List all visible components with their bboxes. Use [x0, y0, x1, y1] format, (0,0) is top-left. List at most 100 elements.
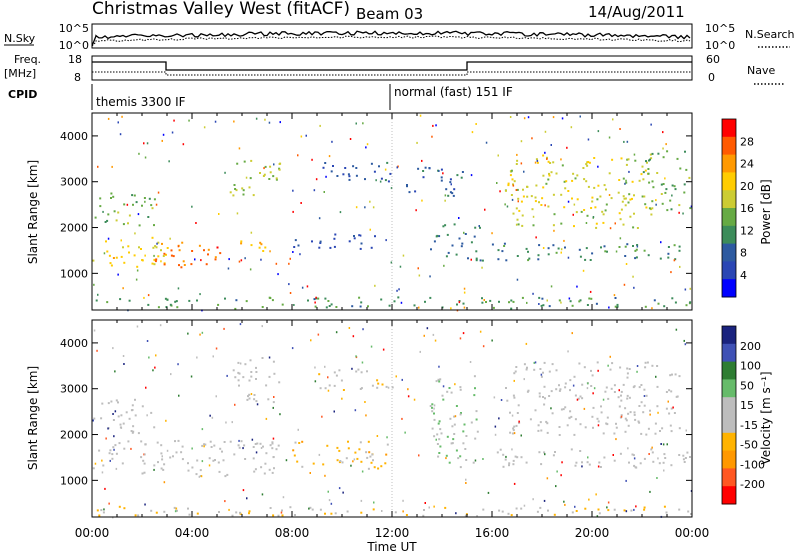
- data-cell-1-8: [623, 509, 626, 512]
- noise-cell: [443, 264, 445, 267]
- data-cell-1-7: [651, 364, 654, 367]
- data-cell-0-12: [119, 298, 122, 301]
- noise-cell: [311, 158, 313, 161]
- y-tick-label: 1000: [60, 474, 88, 487]
- noise-cell: [200, 259, 202, 262]
- data-cell-0-0: [122, 246, 124, 249]
- colorbar-swatch: [722, 225, 736, 245]
- data-cell-0-10: [650, 208, 652, 211]
- noise-cell: [482, 345, 485, 348]
- data-cell-1-7: [512, 429, 515, 432]
- data-cell-0-4: [264, 165, 267, 168]
- noise-cell: [511, 198, 514, 201]
- noise-cell: [115, 467, 118, 470]
- noise-cell: [398, 288, 400, 291]
- data-cell-1-6: [663, 453, 666, 456]
- data-cell-0-12: [217, 303, 220, 306]
- data-cell-0-10: [586, 164, 589, 167]
- data-cell-0-12: [542, 304, 545, 307]
- noise-cell: [165, 419, 167, 422]
- data-cell-1-0: [160, 467, 163, 470]
- data-cell-1-7: [596, 361, 599, 364]
- y-tick-label: 3000: [60, 176, 88, 189]
- noise-cell: [553, 229, 555, 232]
- noise-cell: [263, 167, 265, 170]
- data-cell-1-0: [240, 440, 243, 443]
- data-cell-1-0: [265, 452, 268, 455]
- data-cell-0-8: [430, 248, 432, 251]
- noise-cell: [199, 293, 201, 296]
- data-cell-0-10: [587, 161, 590, 163]
- noise-cell: [663, 469, 665, 472]
- data-cell-0-4: [269, 165, 272, 168]
- data-cell-0-4: [272, 175, 275, 178]
- data-cell-0-10: [629, 215, 632, 218]
- data-cell-1-0: [92, 467, 95, 470]
- data-cell-1-7: [645, 394, 648, 397]
- noise-cell: [583, 407, 586, 410]
- data-cell-0-3: [99, 205, 102, 208]
- data-cell-1-0: [219, 447, 222, 450]
- noise-cell: [500, 399, 503, 401]
- noise-cell: [122, 287, 124, 290]
- noise-cell: [282, 496, 285, 499]
- data-cell-1-6: [662, 461, 665, 464]
- noise-cell: [651, 446, 653, 449]
- data-cell-0-0: [155, 246, 158, 249]
- data-cell-1-0: [109, 449, 112, 452]
- noise-cell: [588, 498, 590, 501]
- noise-cell: [384, 168, 387, 171]
- data-cell-1-5: [431, 427, 434, 430]
- noise-cell: [444, 194, 447, 197]
- noise-cell: [297, 154, 299, 157]
- data-cell-1-3: [367, 467, 370, 470]
- data-cell-0-7: [453, 188, 456, 191]
- data-cell-0-12: [128, 299, 131, 302]
- data-cell-0-0: [141, 259, 144, 262]
- data-cell-0-10: [633, 212, 635, 215]
- data-cell-1-4: [338, 369, 341, 372]
- noise-cell: [542, 247, 545, 249]
- data-cell-1-0: [187, 462, 189, 465]
- data-cell-1-0: [214, 459, 216, 461]
- data-cell-1-2: [272, 360, 275, 363]
- data-cell-1-4: [381, 383, 384, 386]
- noise-cell: [375, 179, 377, 182]
- data-cell-1-4: [360, 387, 363, 390]
- noise-cell: [103, 252, 106, 255]
- data-cell-1-0: [199, 469, 202, 472]
- noise-cell: [97, 165, 99, 168]
- noise-cell: [536, 159, 539, 162]
- data-cell-1-0: [181, 445, 184, 448]
- data-cell-1-6: [599, 466, 602, 468]
- data-cell-0-12: [588, 297, 591, 300]
- data-cell-1-8: [294, 514, 296, 516]
- data-cell-1-3: [356, 457, 359, 460]
- data-cell-1-8: [613, 508, 616, 511]
- data-cell-1-0: [271, 471, 274, 474]
- noise-cell: [690, 205, 693, 208]
- data-cell-0-8: [445, 255, 448, 258]
- data-cell-0-1: [155, 258, 158, 261]
- data-cell-1-2: [268, 375, 271, 378]
- colorbar-swatch: [722, 208, 736, 227]
- data-cell-1-8: [272, 514, 275, 517]
- data-cell-1-8: [330, 512, 333, 515]
- noise-cell: [218, 213, 220, 215]
- data-cell-1-8: [678, 508, 681, 511]
- data-cell-0-10: [573, 225, 575, 228]
- data-cell-0-0: [165, 253, 167, 256]
- noise-cell: [487, 491, 490, 494]
- noise-cell: [201, 331, 204, 334]
- noise-cell: [112, 413, 114, 415]
- data-cell-0-9: [578, 248, 581, 251]
- data-cell-0-12: [614, 305, 617, 308]
- noise-cell: [265, 417, 268, 420]
- noise-cell: [511, 448, 513, 451]
- data-cell-0-12: [330, 303, 333, 306]
- noise-cell: [201, 460, 204, 463]
- data-cell-0-7: [451, 192, 454, 195]
- data-cell-0-10: [548, 174, 551, 177]
- noise-cell: [636, 245, 639, 248]
- noise-cell: [354, 409, 357, 412]
